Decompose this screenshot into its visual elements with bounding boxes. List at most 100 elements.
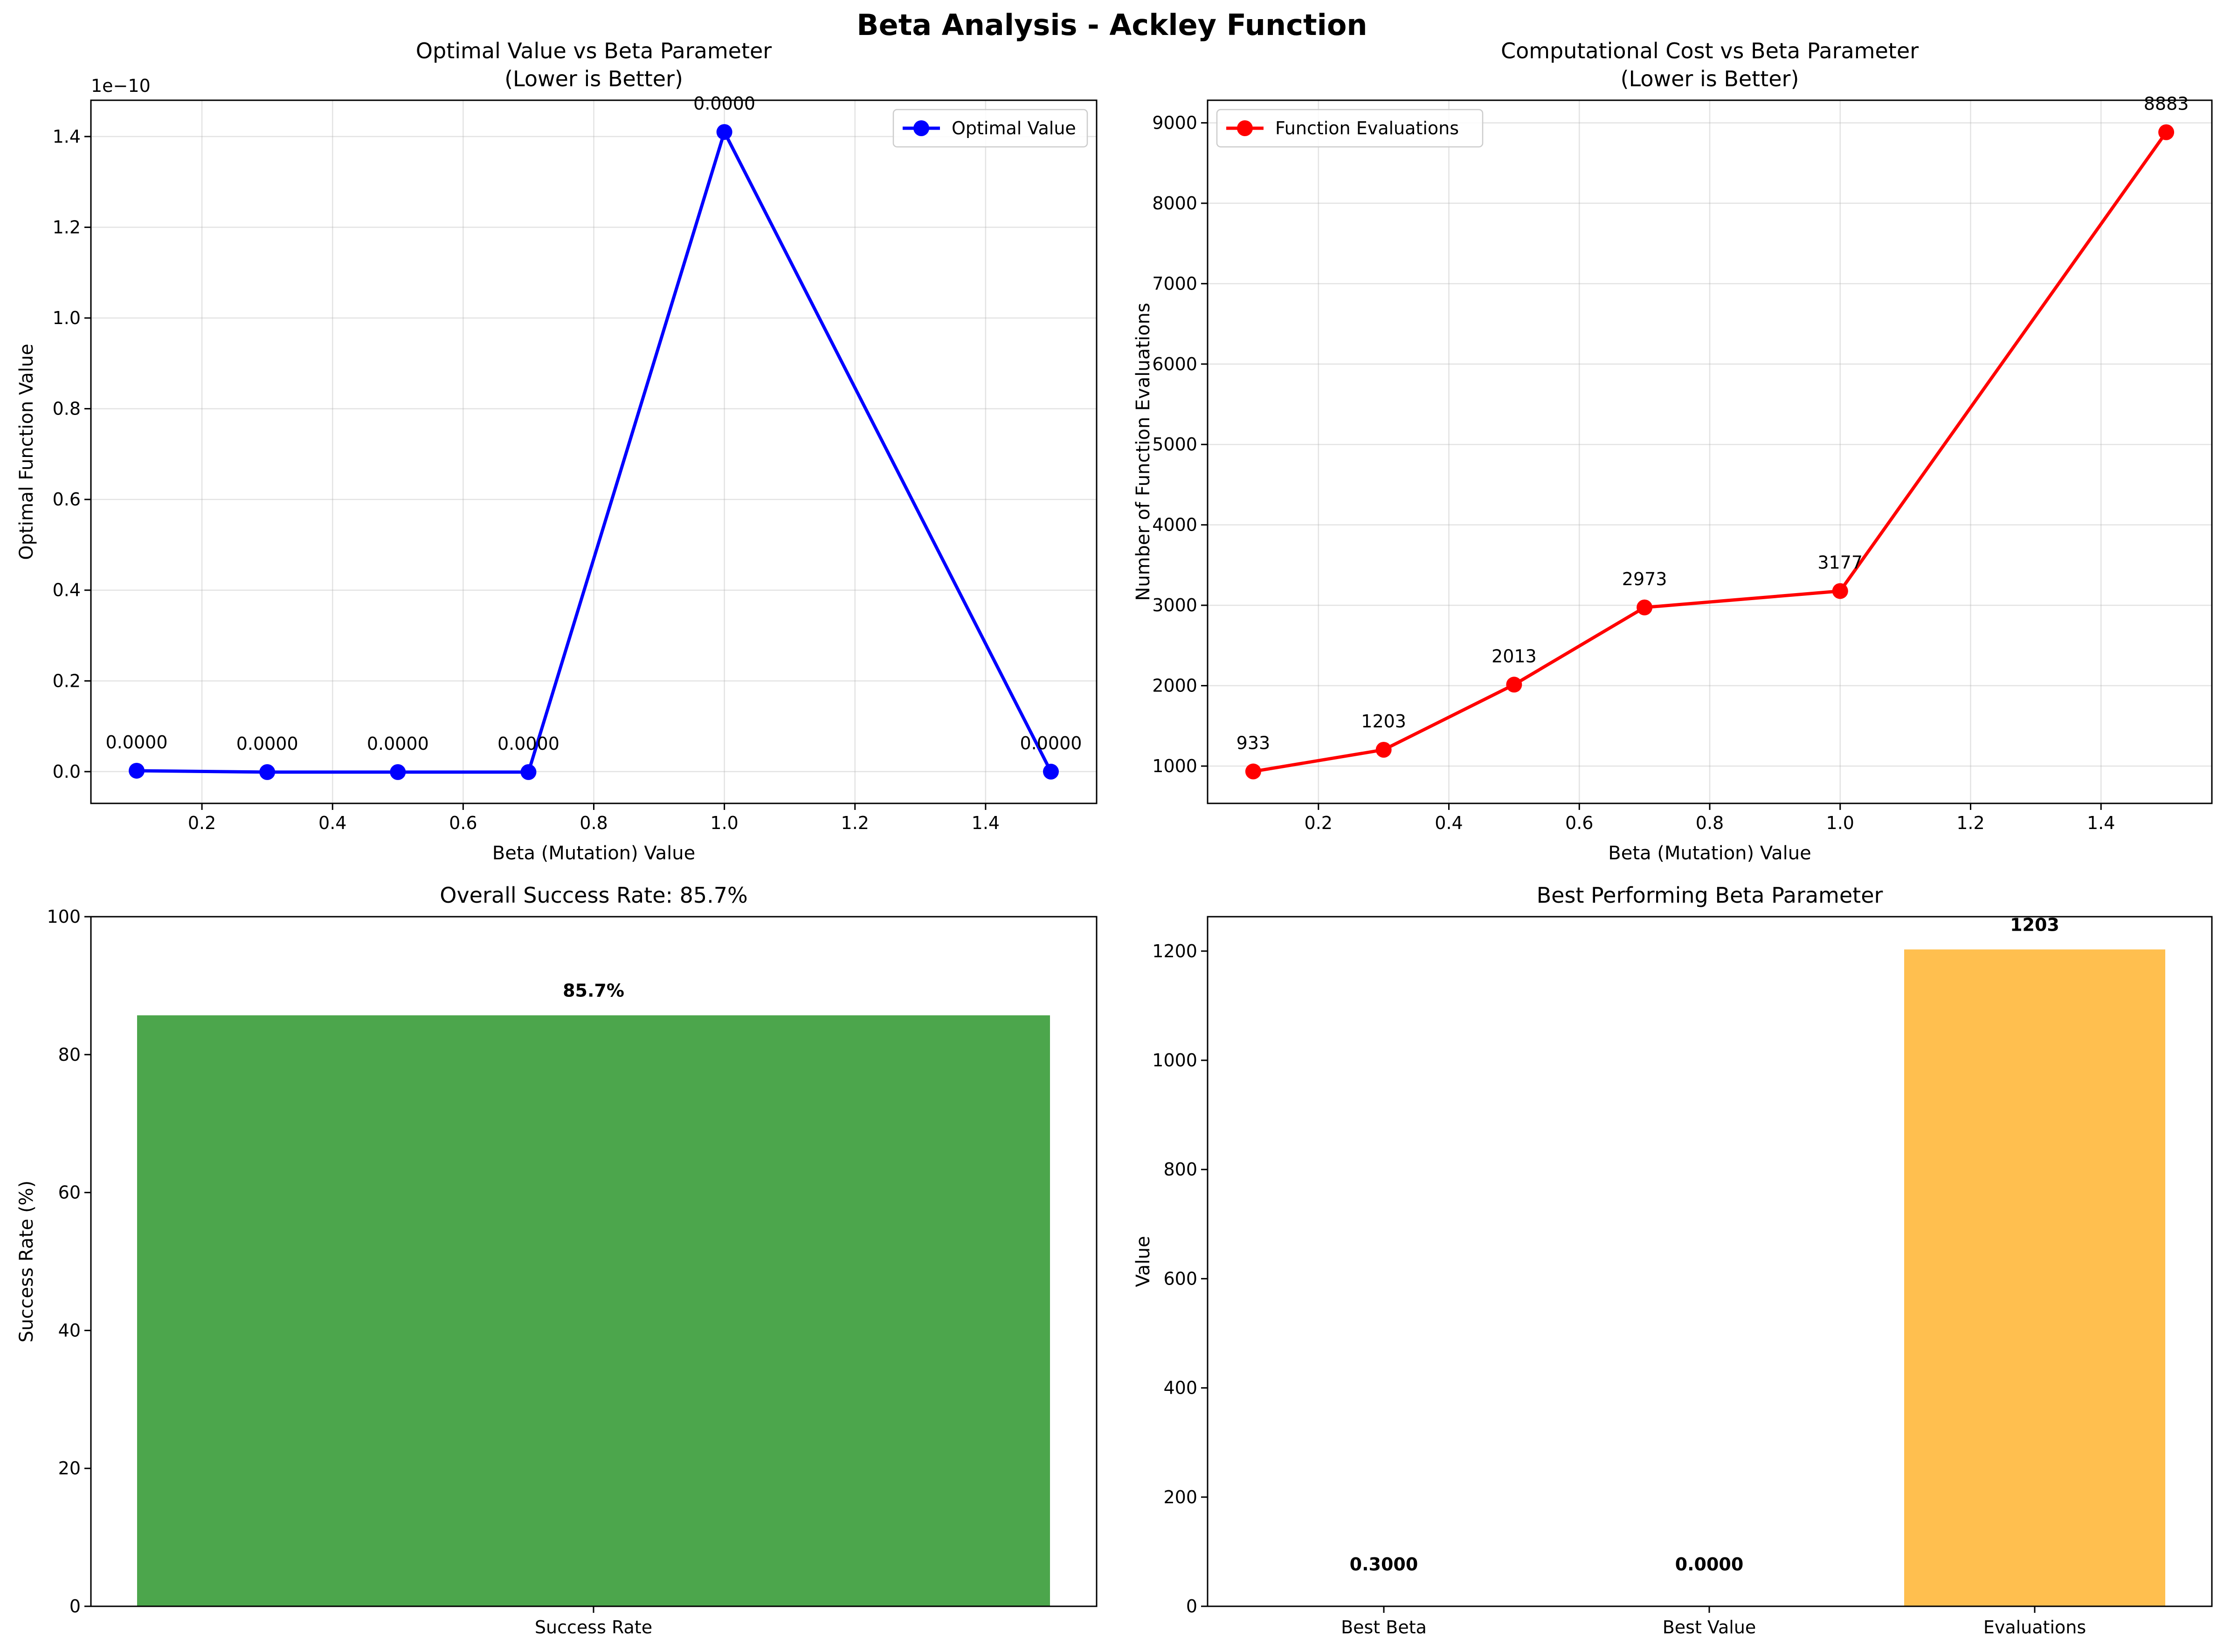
- legend: Function Evaluations: [1216, 109, 1484, 148]
- data-label: 8883: [2144, 94, 2189, 114]
- axes-frame: [1207, 916, 2213, 1607]
- x-tick-label: Best Value: [1663, 1617, 1756, 1638]
- y-axis-label: Success Rate (%): [16, 1181, 37, 1342]
- bar: [137, 1015, 1050, 1606]
- y-tick-label: 3000: [1152, 595, 1197, 615]
- data-label: 1203: [1361, 711, 1406, 732]
- x-tick-label: 0.2: [188, 813, 216, 833]
- x-tick-label: Evaluations: [1983, 1617, 2086, 1638]
- x-tick-label: 1.2: [1956, 813, 1984, 833]
- series-line: [1253, 131, 2168, 773]
- y-tick-label: 0.4: [53, 580, 81, 601]
- legend-swatch-marker: [913, 120, 929, 136]
- y-tick-label: 0.0: [53, 761, 81, 782]
- y-tick-label: 1.4: [53, 126, 81, 147]
- y-offset-label: 1e−10: [91, 76, 151, 96]
- data-label: 0.0000: [367, 733, 429, 754]
- legend-frame: [1216, 109, 1484, 148]
- y-tick-label: 1200: [1152, 941, 1197, 961]
- y-tick-label: 40: [58, 1320, 81, 1341]
- y-tick-label: 0.8: [53, 399, 81, 419]
- data-point: [390, 764, 406, 780]
- y-tick-label: 200: [1163, 1487, 1197, 1507]
- y-tick-label: 80: [58, 1044, 81, 1065]
- y-tick-label: 1.0: [53, 308, 81, 328]
- y-tick-label: 1000: [1152, 1050, 1197, 1071]
- axes-frame: [90, 916, 1098, 1607]
- chart-subtitle: (Lower is Better): [1621, 66, 1799, 91]
- y-tick-label: 0: [69, 1596, 81, 1617]
- y-tick-label: 100: [47, 906, 81, 927]
- figure-title: Beta Analysis - Ackley Function: [856, 8, 1367, 42]
- bar-value-label: 0.0000: [1675, 1554, 1744, 1575]
- data-point: [129, 762, 145, 779]
- x-axis-label: Beta (Mutation) Value: [1608, 843, 1811, 864]
- x-tick-label: 0.4: [1435, 813, 1463, 833]
- bar-value-label: 85.7%: [563, 980, 624, 1001]
- y-tick-label: 0.6: [53, 489, 81, 510]
- x-axis-label: Beta (Mutation) Value: [492, 843, 695, 864]
- x-tick-label: 1.4: [2087, 813, 2115, 833]
- y-tick-label: 1.2: [53, 217, 81, 237]
- x-tick-label: 0.6: [1565, 813, 1593, 833]
- y-tick-label: 8000: [1152, 193, 1197, 214]
- x-tick-label: 1.2: [841, 813, 869, 833]
- data-label: 2973: [1622, 569, 1667, 589]
- legend-label: Function Evaluations: [1275, 118, 1459, 138]
- series-line: [137, 130, 1053, 774]
- bar-value-label: 0.3000: [1350, 1554, 1418, 1575]
- y-tick-label: 5000: [1152, 434, 1197, 455]
- axes-frame: [90, 99, 1098, 804]
- chart-title: Best Performing Beta Parameter: [1537, 883, 1883, 908]
- panel-optimal-value: 0.2 0.4 0.6 0.8 1.0 1.2 1.4 0.0 0.2 0.4 0.6 0.8 1.0 1…: [16, 38, 1098, 864]
- y-tick-label: 60: [58, 1182, 81, 1203]
- x-tick-label: Success Rate: [535, 1617, 652, 1638]
- data-point: [1506, 677, 1522, 693]
- y-axis-label: Value: [1133, 1236, 1154, 1287]
- chart-subtitle: (Lower is Better): [504, 66, 683, 91]
- y-tick-label: 800: [1163, 1159, 1197, 1180]
- x-tick-label: 0.8: [580, 813, 608, 833]
- data-point: [1832, 583, 1848, 599]
- y-tick-label: 6000: [1152, 354, 1197, 374]
- x-tick-label: 0.6: [449, 813, 477, 833]
- legend-label: Optimal Value: [952, 118, 1076, 138]
- panel-success-rate: 0 20 40 60 80 100 Success Rate 85.7% Overall Suc…: [16, 883, 1098, 1638]
- data-point: [1375, 741, 1392, 758]
- y-tick-label: 0: [1186, 1596, 1197, 1617]
- x-tick-label: 0.2: [1305, 813, 1333, 833]
- axes-frame: [1207, 99, 2213, 804]
- data-point: [1637, 599, 1653, 615]
- y-axis-label: Number of Function Evaluations: [1133, 303, 1154, 601]
- data-point: [1245, 763, 1261, 780]
- y-tick-label: 20: [58, 1458, 81, 1479]
- x-tick-label: 1.4: [972, 813, 1000, 833]
- bar-value-label: 1203: [2010, 914, 2059, 935]
- bar: [1904, 949, 2165, 1606]
- legend-swatch-marker: [1237, 120, 1253, 136]
- data-point: [2158, 124, 2175, 140]
- data-label: 0.0000: [497, 733, 559, 754]
- chart-title: Overall Success Rate: 85.7%: [440, 883, 748, 908]
- y-axis-label: Optimal Function Value: [16, 344, 37, 560]
- y-tick-label: 2000: [1152, 676, 1197, 696]
- panel-computational-cost: 0.2 0.4 0.6 0.8 1.0 1.2 1.4 1000 2000 3000 4000 500…: [1133, 38, 2213, 864]
- data-point: [520, 764, 537, 780]
- data-point: [716, 124, 732, 140]
- data-point: [259, 764, 276, 780]
- data-label: 0.0000: [236, 733, 298, 754]
- data-label: 3177: [1817, 553, 1863, 573]
- x-tick-label: 1.0: [1826, 813, 1854, 833]
- data-point: [1043, 763, 1059, 780]
- chart-title: Computational Cost vs Beta Parameter: [1501, 38, 1919, 63]
- y-tick-label: 9000: [1152, 112, 1197, 133]
- y-tick-label: 0.2: [53, 670, 81, 691]
- data-label: 0.0000: [1020, 733, 1082, 753]
- legend: Optimal Value: [892, 109, 1088, 148]
- data-label: 2013: [1492, 646, 1537, 666]
- x-tick-label: 0.4: [318, 813, 346, 833]
- y-tick-label: 600: [1163, 1268, 1197, 1289]
- data-label: 0.0000: [106, 732, 168, 753]
- x-tick-label: Best Beta: [1341, 1617, 1427, 1638]
